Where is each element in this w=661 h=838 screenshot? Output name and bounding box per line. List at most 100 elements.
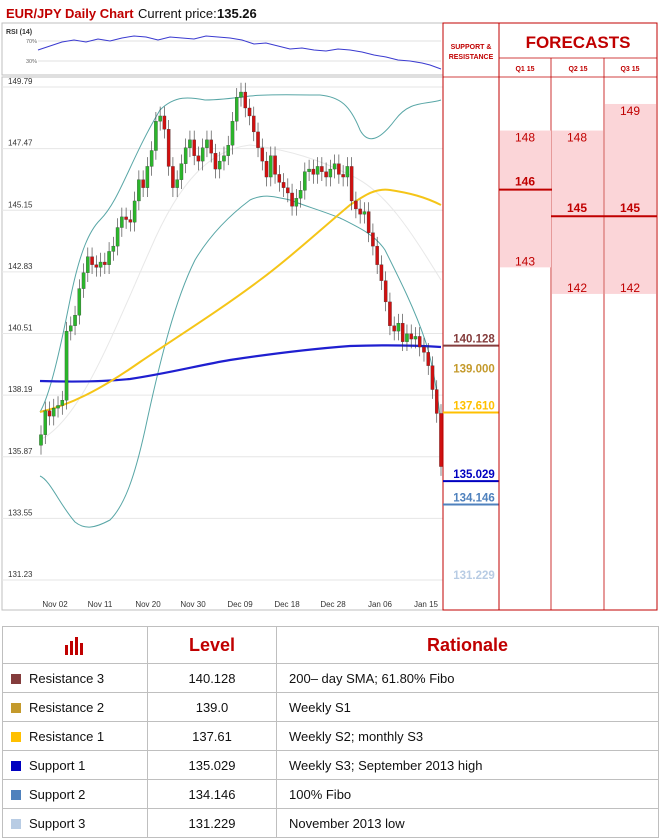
bollinger-middle: [39, 144, 442, 441]
forecast-range: [605, 103, 656, 294]
sma-mid: [39, 188, 442, 413]
candle: [430, 365, 435, 390]
candle: [290, 192, 294, 207]
candle: [247, 107, 252, 117]
candle: [311, 168, 316, 175]
candle: [115, 227, 120, 247]
level-column-header: Level: [147, 626, 277, 664]
candle: [434, 389, 439, 414]
forecast-low: 142: [620, 281, 640, 295]
candle: [77, 288, 82, 316]
candle: [171, 166, 175, 188]
candle: [303, 171, 307, 191]
candle: [128, 219, 133, 223]
sma-200: [39, 344, 442, 383]
candle: [358, 208, 362, 215]
level-value: 139.0: [147, 692, 277, 722]
candle: [120, 216, 124, 228]
candle: [320, 166, 324, 172]
candle: [47, 410, 52, 417]
candle: [166, 129, 171, 167]
forecast-low: 142: [567, 281, 587, 295]
x-tick-label: Dec 28: [320, 600, 346, 609]
eurjpy-chart: EUR/JPY Daily Chart Current price: 135.2…: [1, 6, 658, 611]
y-tick-label: 142.83: [8, 262, 33, 271]
level-rationale: November 2013 low: [276, 808, 659, 838]
candle: [86, 256, 90, 273]
y-tick-label: 135.87: [8, 447, 33, 456]
forecast-high: 149: [620, 104, 640, 118]
candle: [392, 325, 396, 332]
levels-table-header: Level Rationale: [2, 626, 659, 664]
y-tick-label: 133.55: [8, 508, 33, 517]
level-rationale: 100% Fibo: [276, 779, 659, 809]
forecast-col-q3: Q3 15: [620, 66, 639, 73]
level-name-cell: Resistance 3: [2, 663, 148, 693]
candle: [371, 232, 375, 247]
candle: [158, 115, 162, 122]
candle: [366, 211, 371, 233]
candle: [417, 336, 422, 348]
current-price-label: Current price:: [138, 6, 217, 21]
candle: [43, 410, 48, 435]
candle: [354, 200, 358, 210]
candle: [52, 407, 56, 417]
candle: [39, 434, 43, 446]
level-name-cell: Resistance 1: [2, 721, 148, 751]
level-label: 137.610: [453, 401, 495, 413]
main-plot-area: [1, 76, 444, 611]
candle: [124, 216, 128, 220]
candle: [396, 322, 401, 332]
table-row: Resistance 2 139.0 Weekly S1: [2, 692, 659, 722]
y-tick-label: 147.47: [8, 139, 33, 148]
level-value: 131.229: [147, 808, 277, 838]
level-name-cell: Support 2: [2, 779, 148, 809]
forecast-range: [500, 130, 551, 268]
level-value: 134.146: [147, 779, 277, 809]
candle: [205, 139, 209, 148]
level-label: 134.146: [453, 493, 495, 505]
level-name-cell: Support 1: [2, 750, 148, 780]
table-row: Support 2 134.146 100% Fibo: [2, 779, 659, 809]
candle: [107, 251, 111, 265]
x-tick-label: Jan 15: [414, 600, 439, 609]
forecast-mid: 146: [515, 175, 535, 189]
candle: [145, 166, 150, 188]
y-tick-label: 138.19: [8, 385, 33, 394]
candle: [286, 187, 290, 194]
candle: [400, 322, 405, 342]
candle: [217, 160, 222, 170]
candle: [154, 121, 158, 151]
candle: [413, 336, 418, 340]
candle: [90, 256, 94, 265]
candle: [375, 245, 379, 265]
level-label: 131.229: [453, 570, 495, 582]
candle: [64, 330, 69, 401]
candle: [111, 245, 116, 252]
bollinger-upper: [39, 94, 442, 413]
chart-title: EUR/JPY Daily Chart: [6, 6, 134, 21]
candle: [81, 272, 86, 289]
forecast-mid: 145: [620, 201, 640, 215]
candle: [188, 139, 192, 148]
candle: [426, 352, 430, 366]
candle: [422, 346, 426, 353]
y-tick-label: 149.79: [8, 77, 33, 86]
level-name: Support 2: [29, 786, 86, 802]
table-row: Resistance 1 137.61 Weekly S2; monthly S3: [2, 721, 659, 751]
candle: [103, 261, 107, 265]
candle: [332, 163, 337, 170]
y-tick-label: 131.23: [8, 570, 33, 579]
rationale-column-header: Rationale: [276, 626, 659, 664]
candle: [439, 413, 443, 467]
candle: [132, 200, 137, 223]
candle: [383, 280, 388, 303]
support-resistance-panel: [442, 22, 500, 611]
candle: [196, 155, 201, 162]
candle: [200, 147, 205, 162]
level-rationale: Weekly S1: [276, 692, 659, 722]
x-tick-label: Nov 11: [88, 600, 113, 609]
candle: [73, 315, 77, 326]
candle: [213, 152, 218, 170]
candle: [315, 166, 320, 175]
